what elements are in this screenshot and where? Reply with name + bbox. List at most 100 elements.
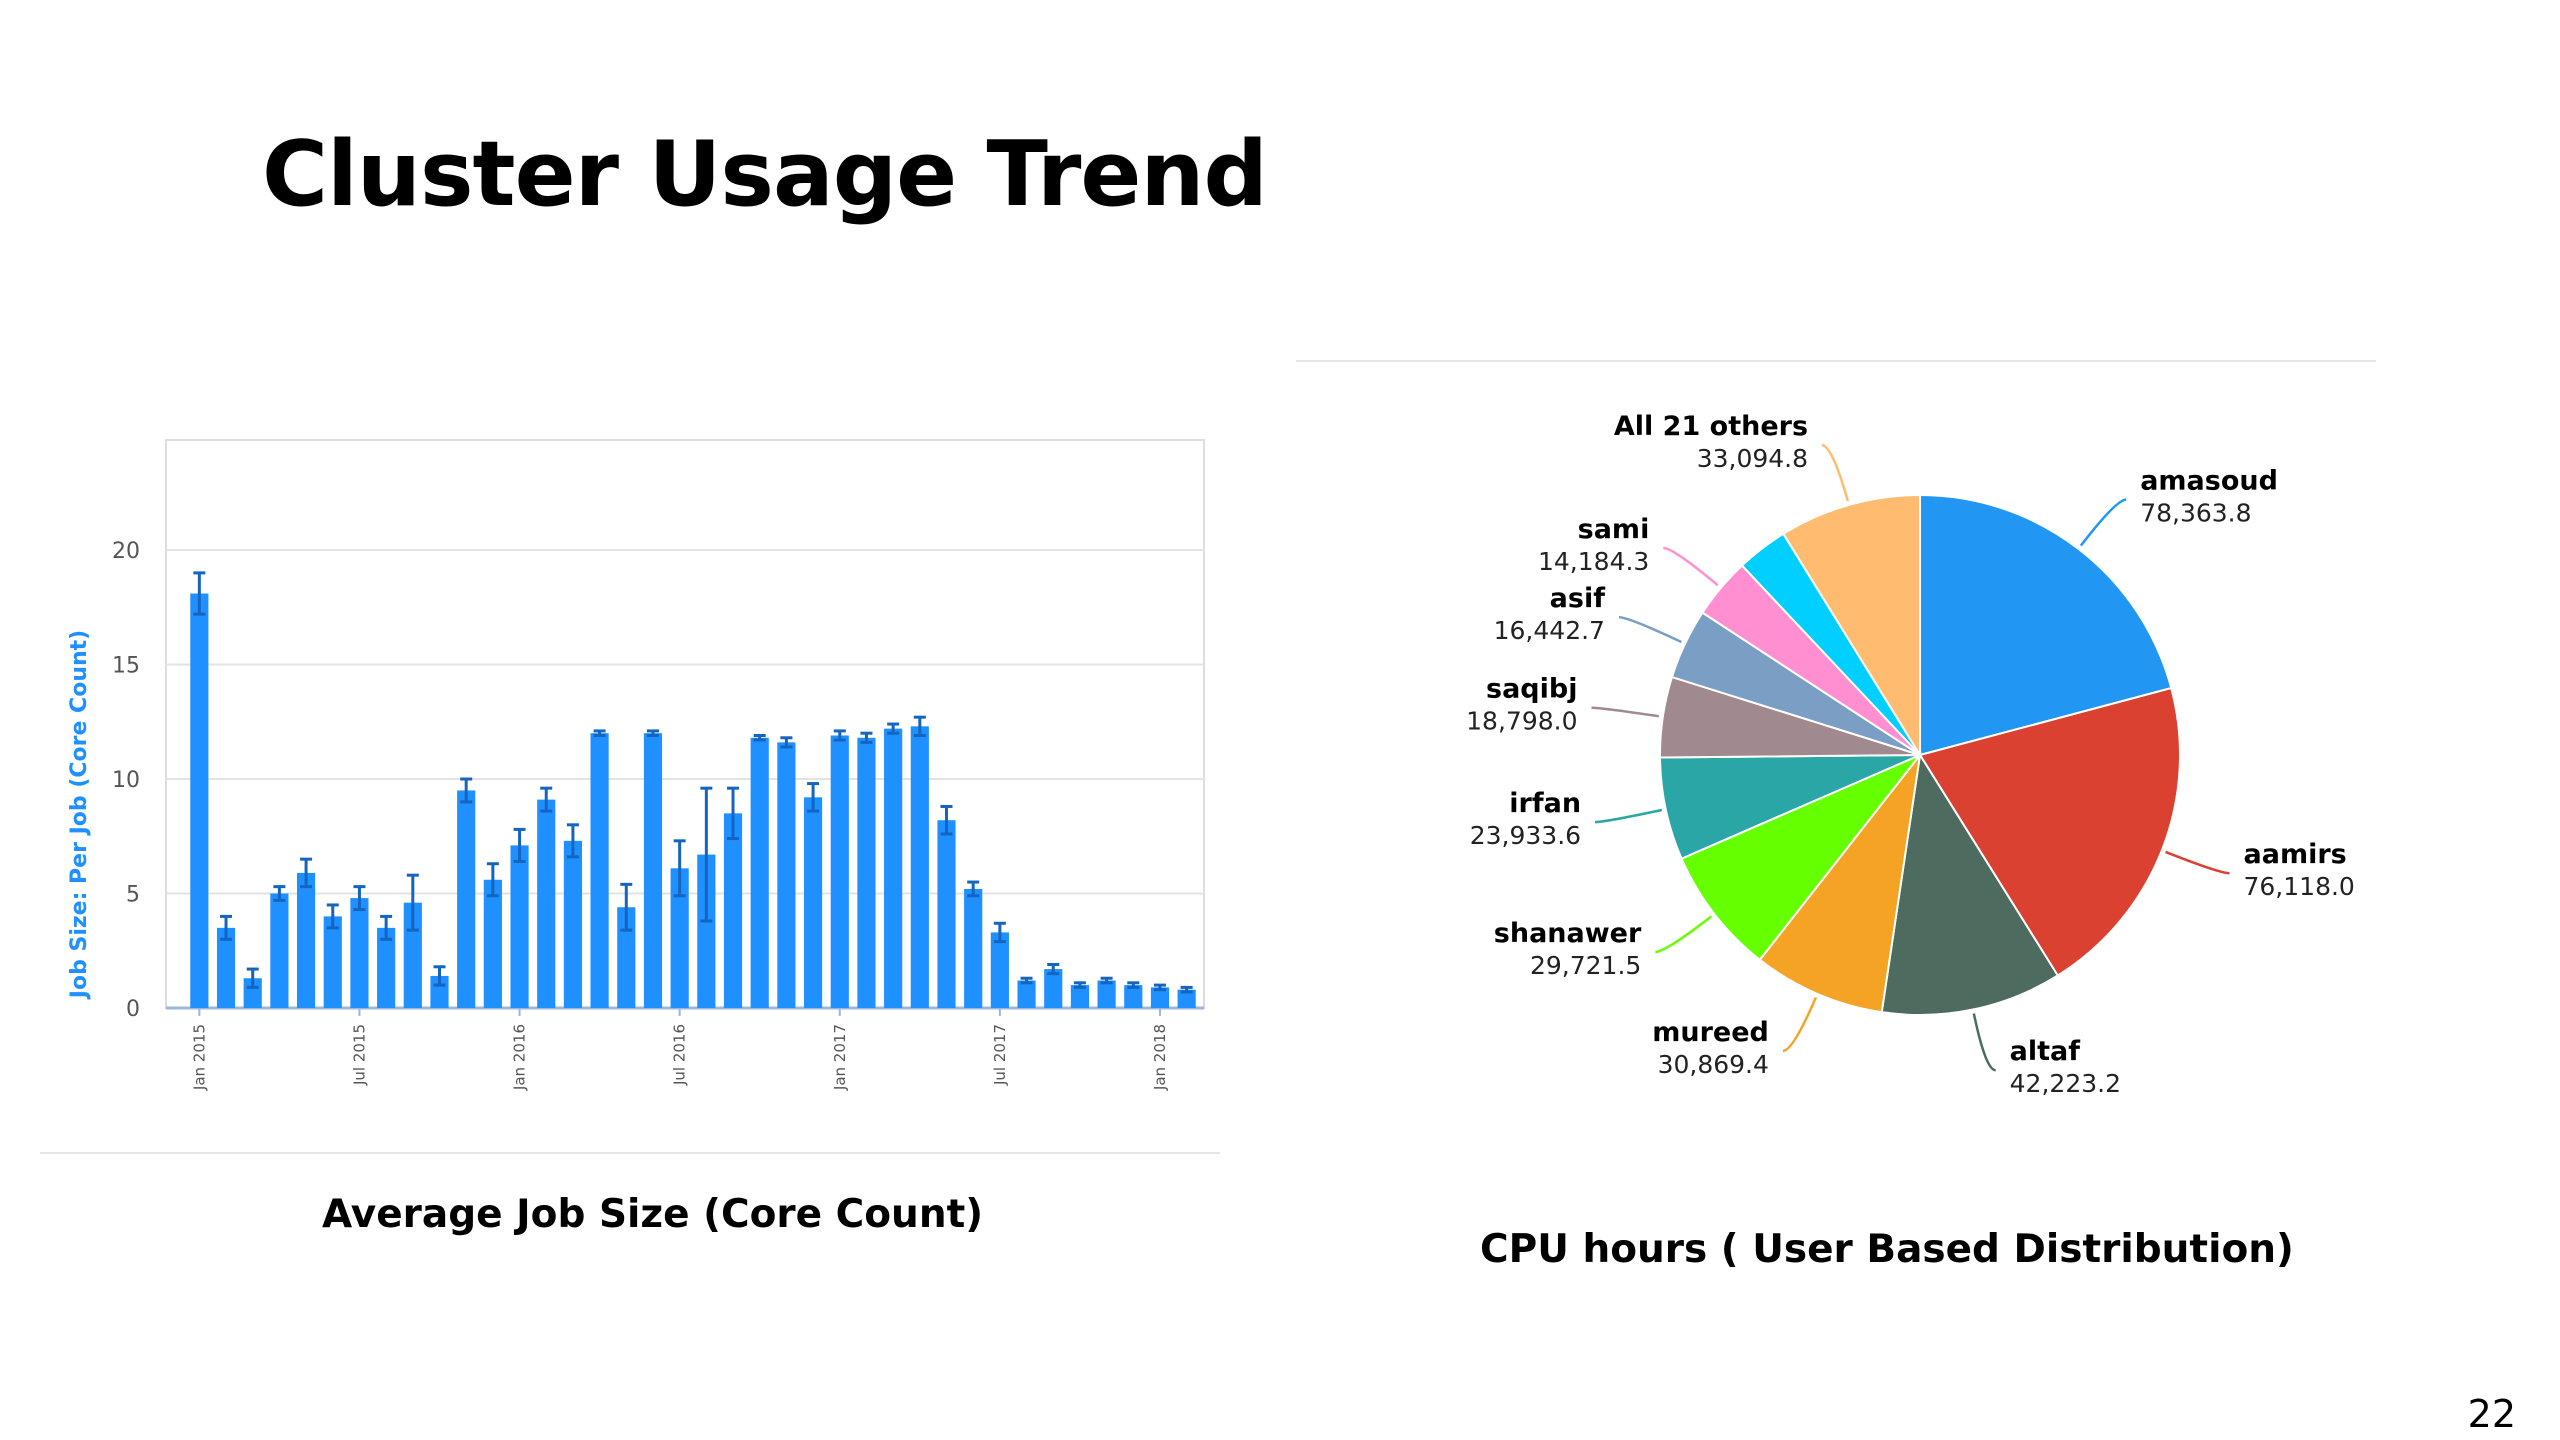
bar-feb-2015: [216, 927, 236, 1008]
y-tick-label: 10: [112, 768, 140, 793]
error-bar: [593, 729, 606, 737]
bar-jan-2016: [510, 845, 529, 1008]
pie-label-value: 76,118.0: [2244, 872, 2355, 901]
pie-label-value: 30,869.4: [1658, 1050, 1769, 1079]
error-bar: [993, 921, 1006, 944]
pie-label-value: 18,798.0: [1466, 707, 1577, 736]
error-bar: [940, 804, 953, 836]
bar-mar-2015: [243, 978, 262, 1008]
error-bar: [753, 733, 766, 742]
bar-apr-2016: [590, 733, 609, 1008]
pie-label-value: 33,094.8: [1697, 444, 1808, 473]
slide-title: Cluster Usage Trend: [262, 122, 1268, 227]
page-number: 22: [2467, 1392, 2516, 1436]
error-bar: [273, 885, 286, 902]
error-bar: [246, 967, 259, 989]
bar-may-2015: [297, 872, 316, 1008]
error-bar: [887, 722, 900, 735]
pie-label-value: 23,933.6: [1470, 821, 1581, 850]
error-bar: [433, 965, 446, 987]
pie-label-name: aamirs: [2244, 839, 2347, 870]
bar-jan-2017: [830, 735, 849, 1008]
error-bar: [513, 827, 526, 863]
error-bar: [300, 857, 313, 889]
bar-may-2016: [617, 907, 636, 1008]
x-tick-label: Jul 2016: [671, 1024, 689, 1086]
bar-nov-2016: [777, 742, 796, 1008]
x-tick-label: Jan 2015: [190, 1024, 208, 1091]
error-bar: [1100, 976, 1113, 985]
error-bar: [1047, 962, 1060, 976]
x-tick-label: Jan 2016: [511, 1024, 529, 1091]
bar-oct-2017: [1070, 985, 1089, 1008]
pie-label-name: sami: [1578, 514, 1650, 545]
average-job-size-chart: 0 5 10 15 20 Job Size: Per Job (Core Count) Ja…: [67, 439, 1205, 1091]
bar-aug-2015: [377, 927, 396, 1008]
error-bar: [380, 914, 393, 941]
pie-label-value: 42,223.2: [2010, 1069, 2121, 1098]
error-bar: [1020, 976, 1033, 985]
error-bar: [673, 839, 686, 898]
bar-dec-2015: [483, 879, 502, 1008]
error-bar: [833, 729, 846, 742]
bar-feb-2016: [537, 799, 556, 1008]
error-bar: [406, 873, 419, 932]
bar-jul-2017: [990, 932, 1009, 1008]
bar-jun-2016: [643, 733, 663, 1008]
error-bar: [913, 715, 926, 737]
error-bar: [1127, 981, 1140, 989]
x-tick-label: Jul 2017: [991, 1024, 1009, 1086]
bar-feb-2017: [857, 737, 876, 1008]
pie-slice-shanawer: [1680, 754, 1921, 962]
bar-nov-2017: [1097, 980, 1116, 1008]
bar-mar-2017: [884, 728, 903, 1008]
bar-sep-2016: [723, 813, 743, 1008]
error-bar: [700, 786, 713, 923]
bar-jan-2015: [190, 593, 209, 1008]
error-bar: [566, 823, 579, 859]
pie-slice-amasoud: [1919, 493, 2173, 757]
pie-chart-caption: CPU hours ( User Based Distribution): [1480, 1227, 2294, 1272]
pie-connector: [1821, 443, 1850, 502]
bar-feb-2018: [1177, 989, 1196, 1008]
pie-label-value: 16,442.7: [1494, 616, 1605, 645]
pie-label-name: asif: [1550, 583, 1606, 614]
x-tick-label: Jan 2017: [831, 1024, 849, 1091]
pie-slice-altaf: [1880, 752, 2060, 1016]
pie-slice-aamirs: [1918, 686, 2181, 977]
pie-label-value: 29,721.5: [1530, 951, 1641, 980]
pie-slice-mureed: [1758, 751, 1922, 1014]
y-tick-label: 5: [126, 883, 140, 908]
bar-dec-2017: [1124, 985, 1143, 1008]
error-bar: [193, 571, 206, 616]
error-bar: [646, 729, 659, 737]
pie-label-name: shanawer: [1494, 918, 1642, 949]
bar-jan-2018: [1150, 987, 1170, 1008]
error-bar: [540, 786, 553, 813]
error-bar: [486, 862, 499, 898]
error-bar: [807, 782, 820, 813]
error-bar: [780, 736, 793, 749]
pie-label-value: 14,184.3: [1538, 547, 1649, 576]
pie-connector: [1782, 997, 1817, 1053]
error-bar: [967, 880, 980, 898]
error-bar: [1153, 983, 1166, 992]
error-bar: [860, 731, 873, 744]
bar-aug-2017: [1017, 980, 1036, 1008]
bar-oct-2016: [750, 737, 769, 1008]
bar-apr-2015: [270, 893, 289, 1008]
pie-connector: [1591, 706, 1660, 718]
error-bar: [727, 786, 740, 841]
bar-sep-2017: [1044, 969, 1063, 1008]
error-bar: [1180, 985, 1193, 994]
pie-label-name: All 21 others: [1614, 411, 1808, 442]
bar-chart-divider: [40, 1152, 1220, 1154]
pie-label-name: amasoud: [2140, 466, 2278, 497]
bar-mar-2016: [563, 840, 582, 1008]
